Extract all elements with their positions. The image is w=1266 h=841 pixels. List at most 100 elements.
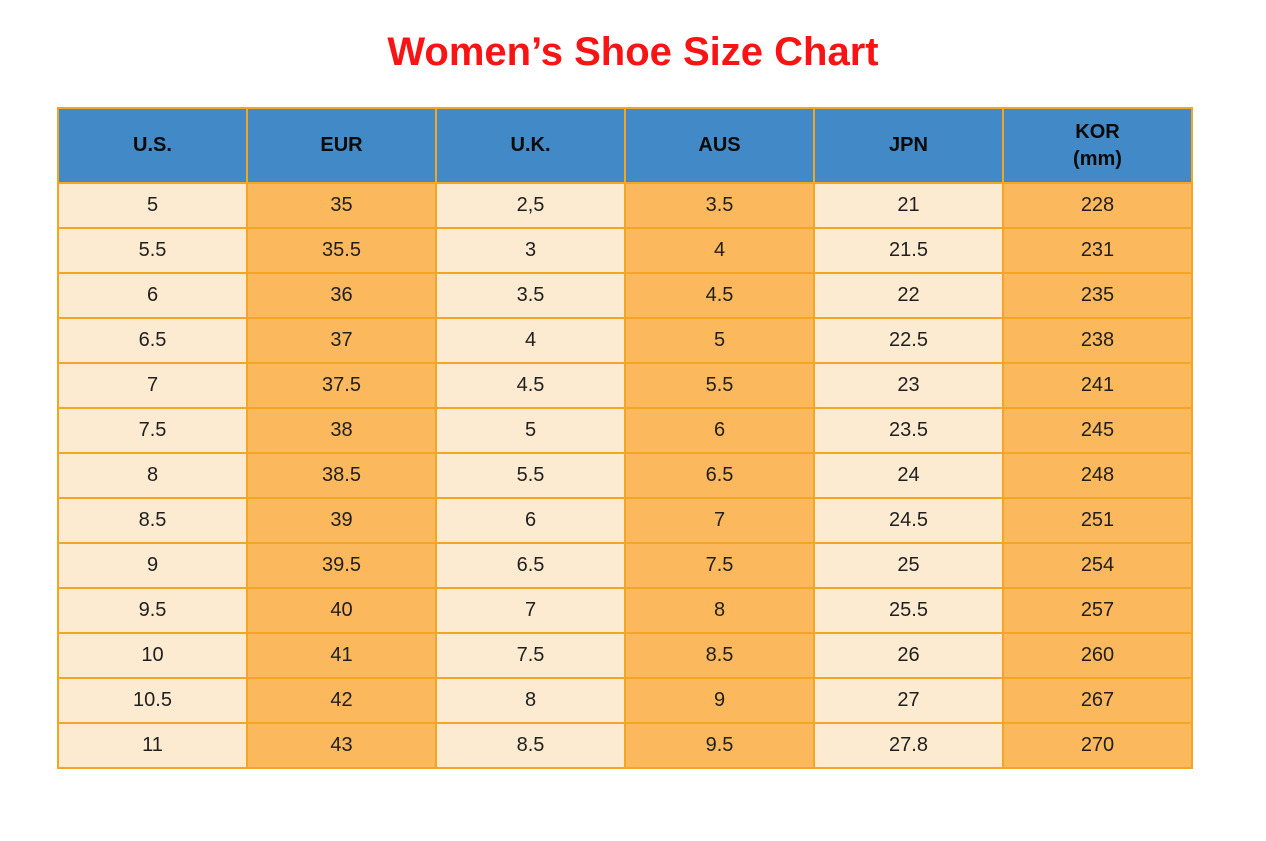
cell-uk: 6 [435, 497, 626, 544]
cell-uk: 7 [435, 587, 626, 634]
cell-jpn: 22 [813, 272, 1004, 319]
cell-us: 9.5 [57, 587, 248, 634]
shoe-size-table: U.S. EUR U.K. AUS JPN KOR (mm) 5 35 2,5 3.5… [57, 107, 1193, 769]
cell-us: 7 [57, 362, 248, 409]
table-row: 10 41 7.5 8.5 26 260 [57, 632, 1193, 679]
cell-aus: 7 [624, 497, 815, 544]
cell-jpn: 21 [813, 182, 1004, 229]
cell-us: 8.5 [57, 497, 248, 544]
table-row: 8 38.5 5.5 6.5 24 248 [57, 452, 1193, 499]
cell-aus: 5.5 [624, 362, 815, 409]
table-header: U.S. EUR U.K. AUS JPN KOR (mm) [57, 107, 1193, 184]
cell-eur: 37 [246, 317, 437, 364]
cell-kor: 238 [1002, 317, 1193, 364]
table-row: 7 37.5 4.5 5.5 23 241 [57, 362, 1193, 409]
cell-eur: 37.5 [246, 362, 437, 409]
table-body: 5 35 2,5 3.5 21 228 5.5 35.5 3 4 21.5 231 6 36 3.5 4.5 2… [57, 182, 1193, 769]
cell-jpn: 24 [813, 452, 1004, 499]
cell-uk: 8.5 [435, 722, 626, 769]
column-header-aus: AUS [624, 107, 815, 184]
cell-us: 11 [57, 722, 248, 769]
cell-aus: 6.5 [624, 452, 815, 499]
table-row: 5 35 2,5 3.5 21 228 [57, 182, 1193, 229]
cell-kor: 254 [1002, 542, 1193, 589]
cell-uk: 4 [435, 317, 626, 364]
cell-aus: 4.5 [624, 272, 815, 319]
cell-us: 5.5 [57, 227, 248, 274]
cell-kor: 241 [1002, 362, 1193, 409]
cell-eur: 36 [246, 272, 437, 319]
cell-uk: 3.5 [435, 272, 626, 319]
cell-kor: 235 [1002, 272, 1193, 319]
cell-uk: 5 [435, 407, 626, 454]
table-row: 11 43 8.5 9.5 27.8 270 [57, 722, 1193, 769]
cell-us: 7.5 [57, 407, 248, 454]
table-row: 6 36 3.5 4.5 22 235 [57, 272, 1193, 319]
header-row: U.S. EUR U.K. AUS JPN KOR (mm) [57, 107, 1193, 184]
cell-eur: 38 [246, 407, 437, 454]
cell-aus: 4 [624, 227, 815, 274]
cell-jpn: 25.5 [813, 587, 1004, 634]
cell-aus: 3.5 [624, 182, 815, 229]
cell-aus: 7.5 [624, 542, 815, 589]
cell-aus: 8 [624, 587, 815, 634]
table-row: 6.5 37 4 5 22.5 238 [57, 317, 1193, 364]
cell-uk: 3 [435, 227, 626, 274]
table-row: 8.5 39 6 7 24.5 251 [57, 497, 1193, 544]
cell-uk: 5.5 [435, 452, 626, 499]
column-header-jpn: JPN [813, 107, 1004, 184]
cell-kor: 267 [1002, 677, 1193, 724]
cell-eur: 35 [246, 182, 437, 229]
table-row: 7.5 38 5 6 23.5 245 [57, 407, 1193, 454]
cell-us: 8 [57, 452, 248, 499]
cell-eur: 35.5 [246, 227, 437, 274]
cell-eur: 40 [246, 587, 437, 634]
cell-eur: 39 [246, 497, 437, 544]
cell-us: 9 [57, 542, 248, 589]
cell-aus: 6 [624, 407, 815, 454]
cell-jpn: 26 [813, 632, 1004, 679]
cell-jpn: 27 [813, 677, 1004, 724]
column-header-eur: EUR [246, 107, 437, 184]
cell-eur: 42 [246, 677, 437, 724]
cell-aus: 5 [624, 317, 815, 364]
column-header-uk: U.K. [435, 107, 626, 184]
cell-jpn: 23.5 [813, 407, 1004, 454]
cell-us: 10 [57, 632, 248, 679]
cell-eur: 41 [246, 632, 437, 679]
cell-jpn: 23 [813, 362, 1004, 409]
cell-us: 10.5 [57, 677, 248, 724]
cell-uk: 4.5 [435, 362, 626, 409]
cell-jpn: 25 [813, 542, 1004, 589]
cell-jpn: 22.5 [813, 317, 1004, 364]
cell-kor: 257 [1002, 587, 1193, 634]
cell-uk: 7.5 [435, 632, 626, 679]
cell-kor: 260 [1002, 632, 1193, 679]
column-header-kor: KOR (mm) [1002, 107, 1193, 184]
table-row: 9.5 40 7 8 25.5 257 [57, 587, 1193, 634]
cell-aus: 9.5 [624, 722, 815, 769]
cell-eur: 43 [246, 722, 437, 769]
cell-eur: 38.5 [246, 452, 437, 499]
cell-us: 6.5 [57, 317, 248, 364]
page-title: Women’s Shoe Size Chart [387, 30, 879, 74]
table-row: 9 39.5 6.5 7.5 25 254 [57, 542, 1193, 589]
kor-label: KOR [1075, 120, 1120, 143]
cell-aus: 9 [624, 677, 815, 724]
cell-jpn: 27.8 [813, 722, 1004, 769]
column-header-us: U.S. [57, 107, 248, 184]
cell-kor: 248 [1002, 452, 1193, 499]
cell-jpn: 24.5 [813, 497, 1004, 544]
cell-us: 6 [57, 272, 248, 319]
cell-uk: 6.5 [435, 542, 626, 589]
cell-uk: 2,5 [435, 182, 626, 229]
cell-kor: 251 [1002, 497, 1193, 544]
table-row: 5.5 35.5 3 4 21.5 231 [57, 227, 1193, 274]
cell-aus: 8.5 [624, 632, 815, 679]
cell-eur: 39.5 [246, 542, 437, 589]
cell-us: 5 [57, 182, 248, 229]
cell-kor: 228 [1002, 182, 1193, 229]
cell-uk: 8 [435, 677, 626, 724]
table-row: 10.5 42 8 9 27 267 [57, 677, 1193, 724]
